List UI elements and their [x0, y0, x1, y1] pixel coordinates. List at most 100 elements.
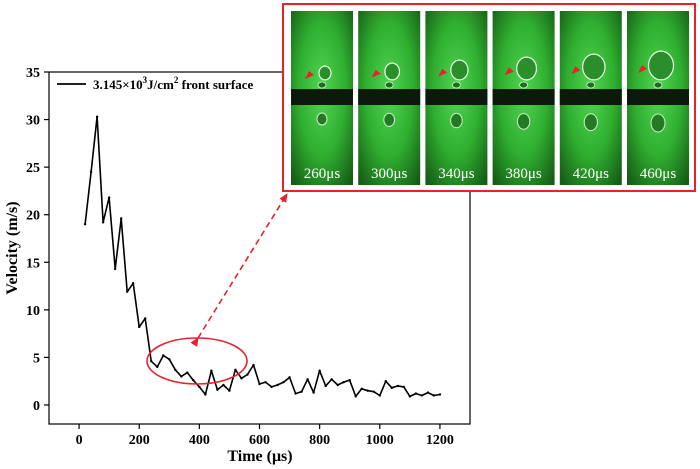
data-point — [408, 395, 412, 398]
data-point — [132, 282, 135, 285]
y-tick-label: 10 — [26, 304, 40, 319]
data-point — [366, 389, 369, 392]
data-point — [258, 382, 261, 386]
bubble-lower — [650, 113, 666, 133]
data-point — [222, 383, 225, 387]
data-point — [162, 354, 165, 357]
inset-frame: 380μs — [492, 11, 555, 185]
data-point — [119, 217, 123, 220]
frame-time-label: 460μs — [640, 166, 677, 182]
y-tick-label: 25 — [26, 161, 40, 176]
data-point — [204, 393, 207, 396]
bubble-lower — [583, 113, 598, 132]
series-line-front-surface — [84, 115, 441, 398]
data-point — [300, 390, 303, 393]
data-point — [228, 389, 231, 392]
data-point — [348, 379, 351, 382]
bubble-upper — [647, 50, 675, 81]
bubble-lower — [516, 113, 531, 130]
bubble-lower — [316, 112, 328, 126]
data-point — [312, 391, 315, 394]
data-point — [240, 377, 243, 380]
highlight-ellipse — [146, 337, 248, 385]
red-arrow-marker — [371, 69, 381, 78]
data-point — [83, 223, 87, 226]
data-point — [216, 388, 219, 391]
red-arrow-marker — [571, 66, 581, 75]
data-point — [95, 115, 99, 118]
bubble-upper — [581, 53, 606, 81]
data-point — [101, 221, 105, 224]
inset-frame: 300μs — [358, 11, 421, 185]
bubble-upper — [516, 56, 538, 81]
bubble-upper — [450, 59, 469, 81]
data-point — [354, 395, 357, 398]
data-point — [306, 378, 309, 381]
inset-frame: 460μs — [627, 11, 689, 185]
x-tick-label: 1000 — [366, 433, 394, 448]
data-point — [270, 385, 273, 389]
data-point — [318, 369, 321, 372]
inset-frame: 420μs — [559, 11, 622, 185]
frame-time-label: 420μs — [573, 166, 610, 182]
bubble-upper — [384, 62, 401, 81]
data-point — [288, 376, 291, 379]
data-point — [150, 360, 153, 363]
data-point — [414, 392, 418, 395]
x-tick-label: 200 — [129, 433, 150, 448]
x-tick-label: 1200 — [426, 433, 454, 448]
data-point — [168, 358, 171, 361]
bubble-neck — [653, 81, 663, 89]
data-point — [186, 371, 189, 374]
data-point — [372, 390, 375, 393]
inset-frame: 260μs — [291, 11, 353, 185]
data-point — [324, 384, 327, 388]
y-tick-label: 15 — [26, 256, 40, 271]
data-point — [138, 325, 141, 329]
legend-label: 3.145×103J/cm2 front surface — [93, 75, 253, 92]
data-point — [180, 375, 183, 378]
bubble-lower — [383, 112, 396, 127]
bubble-neck — [519, 81, 528, 89]
data-point — [396, 384, 400, 388]
bubble-neck — [586, 81, 596, 89]
data-point — [390, 386, 394, 390]
inset-image-sequence: 260μs 300μs 340μs 380μs 420μs 460μs — [282, 3, 696, 192]
data-point — [107, 196, 111, 199]
data-point — [198, 385, 201, 389]
data-point — [276, 383, 279, 387]
red-arrow-marker — [638, 65, 647, 73]
dashed-arrow — [190, 193, 288, 347]
data-point — [342, 380, 345, 384]
y-tick-label: 20 — [26, 209, 40, 224]
x-tick-label: 400 — [189, 433, 210, 448]
data-point — [282, 380, 285, 384]
data-point — [156, 365, 159, 369]
data-point — [360, 387, 363, 390]
frame-time-label: 380μs — [505, 166, 542, 182]
data-point — [89, 170, 93, 174]
target-band — [425, 89, 488, 105]
data-point — [113, 267, 117, 271]
y-tick-label: 0 — [33, 399, 40, 414]
legend: 3.145×103J/cm2 front surface — [57, 75, 253, 92]
bubble-lower — [450, 112, 463, 129]
inset-frame: 340μs — [425, 11, 488, 185]
y-axis-title: Velocity (m/s) — [4, 201, 21, 294]
data-point — [252, 363, 255, 367]
axis-ticks: 0 200 400 600 800 1000 1200 0 5 10 15 20 25 30 35 — [26, 66, 454, 448]
inset-frames: 260μs 300μs 340μs 380μs 420μs 460μs — [291, 11, 689, 185]
data-point — [264, 380, 267, 384]
data-point — [174, 368, 177, 371]
y-tick-label: 30 — [26, 114, 40, 129]
y-tick-label: 5 — [33, 351, 40, 366]
data-point — [330, 378, 333, 381]
data-point — [420, 394, 424, 397]
frame-time-label: 260μs — [304, 166, 341, 182]
data-point — [246, 373, 249, 376]
target-band — [291, 89, 353, 105]
data-point — [378, 394, 381, 397]
data-point — [384, 379, 387, 383]
data-point — [438, 393, 442, 396]
